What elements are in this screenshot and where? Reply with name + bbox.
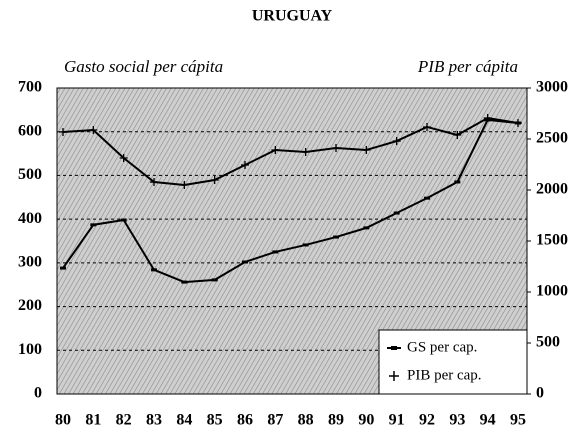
- plot-frame: [56, 87, 528, 395]
- marker: [454, 180, 461, 184]
- marker: [60, 266, 66, 270]
- marker: [119, 153, 128, 162]
- marker: [301, 147, 310, 156]
- x-tick-label: 84: [176, 412, 192, 429]
- x-tick-label: 86: [237, 412, 253, 429]
- y-tick-label: 600: [18, 122, 42, 139]
- marker: [424, 196, 430, 200]
- x-tick-label: 82: [116, 412, 132, 429]
- legend-marker: [389, 371, 399, 381]
- marker: [120, 218, 127, 222]
- chart-title: URUGUAY: [252, 8, 333, 25]
- y2-tick-label: 3000: [536, 79, 568, 96]
- marker: [242, 260, 248, 264]
- marker: [210, 176, 219, 185]
- legend-marker: [391, 346, 397, 350]
- y2-axis-label: PIB per cápita: [417, 57, 518, 76]
- series-line: [62, 116, 519, 187]
- marker: [151, 268, 157, 272]
- marker: [332, 143, 340, 152]
- legend-label: PIB per cap.: [407, 367, 482, 383]
- y-tick-label: 0: [34, 385, 42, 402]
- marker: [181, 280, 188, 284]
- marker: [241, 161, 249, 170]
- series-line: [62, 118, 519, 284]
- x-tick-label: 95: [510, 412, 526, 429]
- marker: [392, 137, 401, 146]
- x-tick-label: 87: [267, 412, 283, 429]
- marker: [271, 146, 280, 155]
- x-tick-label: 80: [55, 412, 71, 429]
- x-tick-label: 83: [146, 412, 162, 429]
- y2-tick-label: 0: [536, 385, 544, 402]
- x-tick-label: 94: [480, 412, 496, 429]
- marker: [59, 127, 67, 136]
- marker: [453, 131, 462, 140]
- legend-label: GS per cap.: [407, 339, 477, 355]
- y2-tick-label: 500: [536, 334, 560, 351]
- x-tick-label: 92: [419, 412, 435, 429]
- x-tick-label: 88: [298, 412, 314, 429]
- marker: [423, 122, 431, 131]
- x-tick-label: 89: [328, 412, 344, 429]
- marker: [302, 243, 309, 247]
- y-tick-label: 700: [18, 79, 42, 96]
- y-tick-label: 300: [18, 254, 42, 271]
- marker: [483, 113, 492, 122]
- marker: [211, 278, 218, 282]
- x-tick-label: 93: [449, 412, 465, 429]
- marker: [180, 181, 189, 190]
- y-tick-label: 400: [18, 210, 42, 227]
- y2-tick-label: 2500: [536, 130, 568, 147]
- marker: [514, 118, 522, 127]
- y2-tick-label: 2000: [536, 181, 568, 198]
- x-tick-label: 85: [207, 412, 223, 429]
- marker: [89, 126, 98, 135]
- x-tick-label: 91: [389, 412, 405, 429]
- y2-tick-label: 1000: [536, 283, 568, 300]
- y-tick-label: 100: [18, 341, 42, 358]
- y-tick-label: 200: [18, 297, 42, 314]
- y-axis-label: Gasto social per cápita: [64, 57, 223, 76]
- x-tick-label: 81: [85, 412, 101, 429]
- y2-tick-label: 1500: [536, 232, 568, 249]
- x-tick-label: 90: [358, 412, 374, 429]
- marker: [150, 178, 158, 187]
- marker: [333, 235, 339, 239]
- y-tick-label: 500: [18, 166, 42, 183]
- legend-box: [378, 329, 528, 395]
- marker: [363, 226, 370, 230]
- marker: [393, 211, 400, 215]
- marker: [362, 146, 371, 155]
- marker: [272, 250, 279, 254]
- marker: [90, 223, 97, 227]
